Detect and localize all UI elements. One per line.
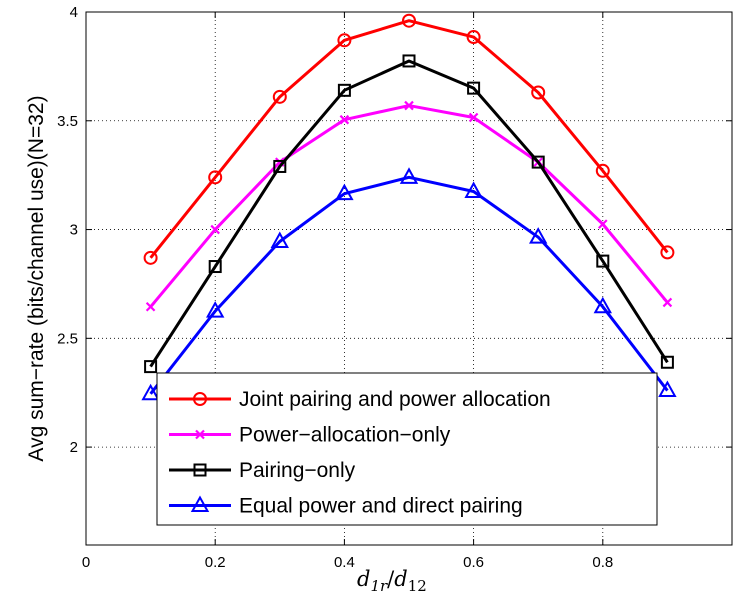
y-tick-label: 2.5 xyxy=(57,330,78,347)
data-point xyxy=(467,81,481,95)
data-point xyxy=(399,167,419,184)
legend-marker xyxy=(195,429,205,440)
data-point xyxy=(335,183,354,201)
x-label-sep: / xyxy=(387,567,395,591)
x-tick-label: 0.6 xyxy=(463,554,484,571)
data-point xyxy=(272,89,287,104)
data-point xyxy=(658,380,677,398)
x-label-sub2: 12 xyxy=(408,577,427,595)
data-point xyxy=(339,114,350,125)
data-point xyxy=(596,254,610,268)
series-0 xyxy=(143,13,675,265)
x-label-sub1: 1r xyxy=(370,577,388,595)
data-point xyxy=(402,54,416,68)
plot-frame xyxy=(85,11,733,546)
legend-label: Joint pairing and power allocation xyxy=(239,388,551,411)
legend-marker xyxy=(193,463,207,477)
data-point xyxy=(402,13,416,28)
data-point xyxy=(531,85,546,100)
data-point xyxy=(210,224,220,235)
data-point xyxy=(660,355,674,369)
legend-label: Pairing−only xyxy=(239,459,356,482)
x-tick-label: 0 xyxy=(82,554,90,571)
data-point xyxy=(208,170,223,185)
data-point xyxy=(593,296,612,314)
x-label-base: d xyxy=(357,567,370,591)
y-tick-label: 3.5 xyxy=(57,113,78,130)
data-point xyxy=(208,260,222,274)
series-line xyxy=(149,104,669,308)
x-axis-label: d1r/d12 xyxy=(357,567,427,595)
series-2 xyxy=(144,54,674,374)
series-group xyxy=(141,13,677,401)
x-label-base2: d xyxy=(394,567,407,591)
x-tick-label: 0.2 xyxy=(205,554,226,571)
y-tick-label: 4 xyxy=(70,4,78,21)
x-tick-label: 0.4 xyxy=(334,554,355,571)
data-point xyxy=(660,245,675,260)
series-1 xyxy=(145,100,673,312)
series-line xyxy=(149,175,669,395)
y-tick-label: 3 xyxy=(70,222,78,239)
data-point xyxy=(145,302,156,312)
y-axis-label: Avg sum−rate (bits/channel use)(N=32) xyxy=(25,95,48,461)
legend-label: Power−allocation−only xyxy=(239,424,451,447)
data-point xyxy=(531,155,545,169)
data-point xyxy=(337,33,352,48)
legend-marker xyxy=(193,392,207,406)
x-tick-label: 0.8 xyxy=(592,554,613,571)
series-3 xyxy=(141,167,677,401)
series-line xyxy=(149,19,669,259)
data-point xyxy=(466,30,481,45)
data-point xyxy=(404,100,414,111)
data-point xyxy=(206,301,225,318)
data-point xyxy=(464,181,483,198)
y-tick-label: 2 xyxy=(70,439,78,456)
axis-ticks: 0 0.2 0.4 0.6 0.8 2 2.5 3 3.5 4 xyxy=(57,4,732,571)
legend: Joint pairing and power allocation Power−… xyxy=(156,372,658,526)
data-point xyxy=(143,250,158,265)
data-point xyxy=(468,112,479,123)
data-point xyxy=(595,163,610,178)
data-point xyxy=(141,383,160,401)
legend-label: Equal power and direct pairing xyxy=(239,495,523,518)
data-point xyxy=(337,83,351,97)
data-point xyxy=(598,219,608,229)
data-point xyxy=(662,297,673,308)
legend-marker xyxy=(190,495,210,512)
legend-box xyxy=(156,372,658,526)
series-line xyxy=(149,59,669,368)
data-point xyxy=(273,159,287,173)
data-point xyxy=(529,227,548,244)
data-point xyxy=(144,360,158,374)
data-point xyxy=(270,231,289,249)
